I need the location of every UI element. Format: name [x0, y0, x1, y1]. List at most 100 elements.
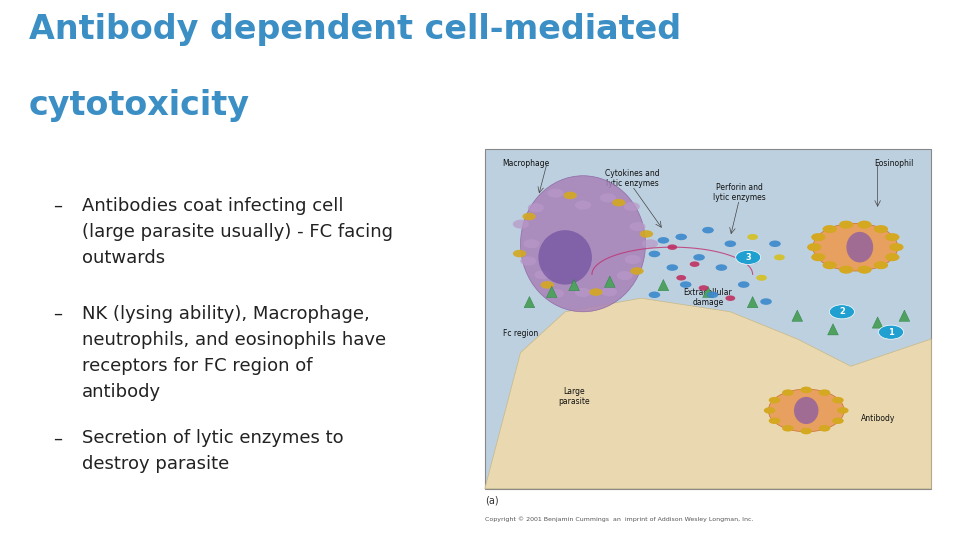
- Polygon shape: [828, 323, 838, 335]
- Text: Cytokines and
lytic enzymes: Cytokines and lytic enzymes: [605, 169, 660, 188]
- Circle shape: [801, 387, 812, 393]
- Circle shape: [756, 275, 767, 281]
- Circle shape: [667, 245, 677, 250]
- Circle shape: [832, 397, 844, 403]
- Text: Macrophage: Macrophage: [503, 159, 550, 168]
- Circle shape: [649, 292, 660, 298]
- Circle shape: [889, 243, 903, 251]
- Polygon shape: [568, 280, 580, 291]
- Text: (large parasite usually) - FC facing: (large parasite usually) - FC facing: [82, 223, 393, 241]
- Circle shape: [589, 288, 603, 296]
- Text: destroy parasite: destroy parasite: [82, 455, 228, 473]
- Circle shape: [625, 255, 641, 264]
- Circle shape: [639, 230, 653, 238]
- Circle shape: [823, 261, 837, 269]
- Ellipse shape: [539, 230, 592, 285]
- Circle shape: [522, 213, 536, 220]
- Circle shape: [624, 202, 640, 211]
- Text: Antibody: Antibody: [860, 414, 895, 423]
- Circle shape: [535, 270, 550, 279]
- Circle shape: [575, 288, 591, 297]
- Bar: [485, 148, 931, 489]
- Polygon shape: [485, 298, 931, 489]
- Circle shape: [839, 266, 853, 274]
- Circle shape: [774, 254, 784, 260]
- Circle shape: [801, 428, 812, 434]
- Circle shape: [600, 193, 616, 202]
- Circle shape: [832, 417, 844, 424]
- Circle shape: [738, 281, 750, 288]
- Polygon shape: [873, 317, 883, 328]
- Circle shape: [612, 199, 626, 206]
- Circle shape: [642, 239, 658, 248]
- Polygon shape: [546, 286, 557, 298]
- Circle shape: [839, 221, 853, 228]
- Text: 1: 1: [888, 328, 894, 337]
- Polygon shape: [703, 286, 713, 298]
- Text: Secretion of lytic enzymes to: Secretion of lytic enzymes to: [82, 429, 344, 447]
- Circle shape: [747, 258, 758, 264]
- Polygon shape: [524, 296, 535, 308]
- Circle shape: [630, 222, 645, 231]
- Circle shape: [823, 225, 837, 233]
- Circle shape: [769, 397, 780, 403]
- Circle shape: [601, 287, 617, 296]
- Text: Fc region: Fc region: [503, 329, 538, 338]
- Circle shape: [885, 233, 900, 241]
- Circle shape: [829, 305, 854, 319]
- Circle shape: [658, 237, 669, 244]
- Circle shape: [811, 253, 826, 261]
- Circle shape: [811, 233, 826, 241]
- Ellipse shape: [520, 176, 645, 312]
- Circle shape: [666, 264, 678, 271]
- Circle shape: [564, 192, 577, 199]
- Polygon shape: [605, 276, 615, 287]
- Text: Copyright © 2001 Benjamin Cummings  an  imprint of Addison Wesley Longman, Inc.: Copyright © 2001 Benjamin Cummings an im…: [485, 516, 754, 522]
- Circle shape: [837, 407, 849, 414]
- Circle shape: [819, 389, 830, 396]
- Circle shape: [782, 425, 794, 431]
- Circle shape: [760, 298, 772, 305]
- Text: Extracellular
damage: Extracellular damage: [684, 288, 732, 307]
- Text: Large
parasite: Large parasite: [559, 387, 589, 406]
- Text: Eosinophil: Eosinophil: [874, 159, 913, 168]
- Ellipse shape: [847, 232, 874, 262]
- Circle shape: [699, 285, 708, 291]
- Circle shape: [616, 271, 633, 280]
- Circle shape: [819, 425, 830, 431]
- Circle shape: [680, 281, 691, 288]
- Circle shape: [857, 266, 872, 274]
- Circle shape: [715, 264, 727, 271]
- Circle shape: [693, 254, 705, 261]
- Circle shape: [878, 325, 903, 339]
- Text: outwards: outwards: [82, 249, 165, 267]
- Circle shape: [769, 240, 780, 247]
- Circle shape: [874, 225, 888, 233]
- Text: NK (lysing ability), Macrophage,: NK (lysing ability), Macrophage,: [82, 305, 370, 323]
- Circle shape: [747, 234, 758, 240]
- Text: receptors for FC region of: receptors for FC region of: [82, 357, 312, 375]
- Text: –: –: [53, 429, 61, 447]
- Circle shape: [548, 289, 564, 298]
- Circle shape: [726, 295, 735, 301]
- Circle shape: [513, 220, 529, 228]
- Circle shape: [725, 240, 736, 247]
- Polygon shape: [900, 310, 910, 321]
- Polygon shape: [792, 310, 803, 321]
- Circle shape: [513, 250, 526, 258]
- Circle shape: [813, 224, 898, 271]
- Circle shape: [520, 256, 537, 266]
- Circle shape: [702, 227, 714, 233]
- Text: 3: 3: [745, 253, 751, 262]
- Polygon shape: [747, 296, 758, 308]
- Text: –: –: [53, 305, 61, 323]
- Circle shape: [769, 417, 780, 424]
- Text: neutrophils, and eosinophils have: neutrophils, and eosinophils have: [82, 331, 386, 349]
- Circle shape: [676, 234, 687, 240]
- Circle shape: [649, 251, 660, 257]
- Circle shape: [707, 292, 718, 298]
- Text: Antibody dependent cell-mediated: Antibody dependent cell-mediated: [29, 14, 681, 46]
- Circle shape: [528, 203, 544, 212]
- Text: (a): (a): [485, 496, 498, 505]
- Text: –: –: [53, 197, 61, 215]
